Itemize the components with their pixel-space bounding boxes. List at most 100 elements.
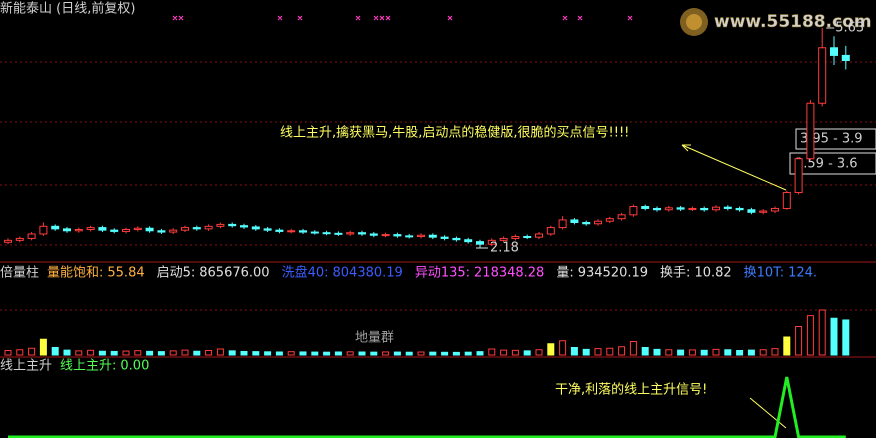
arrow-head xyxy=(681,144,691,152)
candle-body xyxy=(594,220,602,225)
volume-bar xyxy=(393,351,401,356)
volume-bar xyxy=(535,349,543,356)
volume-bar xyxy=(677,349,685,356)
price-box xyxy=(789,152,876,175)
volume-bar xyxy=(795,326,803,356)
volume-bar xyxy=(299,351,307,356)
candle-body xyxy=(747,209,756,213)
indicator-name: 量: xyxy=(556,266,573,281)
volume-bar xyxy=(759,349,767,356)
candle-body xyxy=(240,225,248,228)
candle-body xyxy=(358,232,366,235)
signal-line xyxy=(8,376,846,438)
volume-bar xyxy=(16,349,24,356)
candle-body xyxy=(841,54,850,62)
candle-body xyxy=(405,235,414,238)
candle-body xyxy=(605,218,614,222)
volume-bar xyxy=(653,348,661,356)
watermark-logo xyxy=(680,8,708,36)
volume-bar xyxy=(323,351,331,356)
candle-body xyxy=(228,223,237,227)
low-label: 2.18 xyxy=(490,241,519,256)
signal-crosses xyxy=(172,15,633,21)
volume-bar xyxy=(806,315,814,356)
signal-annotation: 干净,利落的线上主升信号! xyxy=(555,382,707,398)
indicator-value: 804380.19 xyxy=(333,266,403,281)
volume-annotation: 地量群 xyxy=(355,331,394,346)
candle-body xyxy=(700,207,709,211)
indicator-value: 55.84 xyxy=(107,266,144,281)
candle-body xyxy=(546,227,555,235)
volume-bar xyxy=(452,351,460,356)
candle-body xyxy=(558,219,567,229)
candle-body xyxy=(51,225,60,230)
volume-bar xyxy=(169,350,177,356)
volume-bar xyxy=(63,349,71,356)
candle-body xyxy=(110,229,119,232)
volume-bar xyxy=(4,350,12,356)
candle-body xyxy=(688,207,697,210)
candle-body xyxy=(464,239,473,243)
volume-bar xyxy=(500,349,508,356)
volume-bar xyxy=(818,309,826,356)
indicator-name: 启动5: xyxy=(157,266,196,281)
indicator-value: 934520.19 xyxy=(578,266,648,281)
candle-body xyxy=(806,102,815,160)
candle-body xyxy=(440,236,449,239)
price-box-label: 3.95 - 3.9 xyxy=(800,132,863,147)
volume-bar xyxy=(488,348,496,356)
candle-body xyxy=(511,236,520,239)
price-box xyxy=(795,128,876,150)
candle-body xyxy=(487,239,496,245)
candle-body xyxy=(570,219,579,223)
volume-bar xyxy=(157,351,165,356)
candle-body xyxy=(499,237,508,241)
candle-body xyxy=(712,206,720,211)
volume-bar xyxy=(712,348,720,356)
volume-bar xyxy=(193,350,201,356)
annotation-arrow xyxy=(681,144,787,191)
volume-bar xyxy=(358,351,366,356)
volume-bar xyxy=(523,350,531,356)
candle-body xyxy=(428,234,437,238)
indicator-value: 865676.00 xyxy=(199,266,269,281)
volume-bar xyxy=(629,341,637,356)
indicator-name: 换10T: xyxy=(744,266,784,281)
candle-body xyxy=(535,233,543,238)
indicator-value: 218348.28 xyxy=(474,266,544,281)
volume-bar xyxy=(346,351,354,356)
high-label: 5.63 xyxy=(835,21,864,36)
volume-bar xyxy=(783,336,791,356)
volume-bar xyxy=(252,351,260,356)
candle-body xyxy=(322,232,331,235)
candle-body xyxy=(287,230,296,233)
volume-bar xyxy=(287,351,295,356)
candle-body xyxy=(27,233,36,239)
candle-body xyxy=(452,237,461,241)
volume-bar xyxy=(582,348,590,356)
candle-body xyxy=(794,158,803,194)
candle-body xyxy=(263,228,272,231)
volume-bar xyxy=(39,338,47,356)
candle-body xyxy=(617,214,626,220)
volume-bar xyxy=(275,351,283,356)
volume-bar xyxy=(594,348,602,356)
volume-bar xyxy=(87,349,95,356)
candle-body xyxy=(251,226,260,230)
volume-bar xyxy=(700,349,708,356)
candle-body xyxy=(476,241,484,245)
price-box-label: 3.59 - 3.6 xyxy=(795,157,858,172)
volume-bar xyxy=(559,340,567,356)
candle-body xyxy=(523,236,532,239)
volume-bar xyxy=(216,348,224,356)
watermark: www.55188.com xyxy=(714,12,872,32)
candle-body xyxy=(735,207,744,211)
volume-bar xyxy=(830,317,838,356)
volume-bar xyxy=(747,349,755,356)
candle-body xyxy=(582,221,591,225)
candle-body xyxy=(74,229,83,232)
volume-bar xyxy=(736,350,744,356)
volume-bar xyxy=(464,351,472,356)
volume-bar xyxy=(334,351,342,356)
